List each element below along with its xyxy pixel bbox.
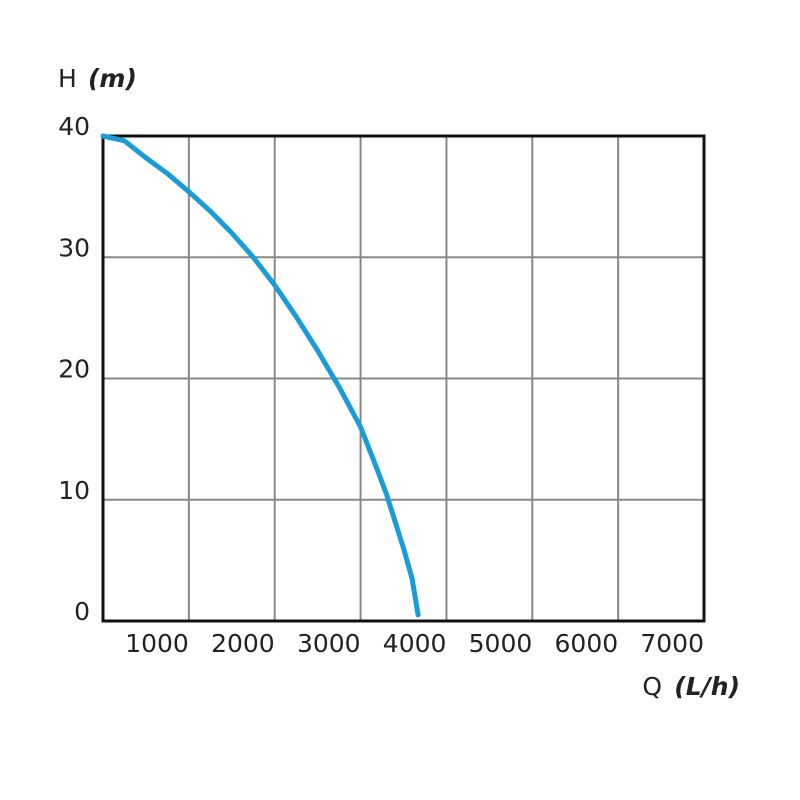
y-tick-label: 40: [58, 112, 90, 141]
x-axis-label: Q: [642, 672, 662, 701]
x-tick-label: 2000: [211, 629, 275, 658]
line: [100, 133, 421, 618]
plot-frame: [101, 134, 706, 623]
x-tick-label: 6000: [555, 629, 619, 658]
y-tick-label: 0: [74, 597, 90, 626]
x-tick-label: 1000: [125, 629, 189, 658]
x-tick-label: 3000: [297, 629, 361, 658]
y-axis-label: H: [58, 64, 77, 93]
y-tick-label: 20: [58, 355, 90, 384]
y-axis-unit: (m): [88, 64, 137, 93]
y-tick-label: 10: [58, 476, 90, 505]
x-tick-label: 7000: [640, 629, 704, 658]
x-tick-label: 4000: [383, 629, 447, 658]
y-tick-label: 30: [58, 233, 90, 262]
x-tick-label: 5000: [469, 629, 533, 658]
x-axis-unit: (L/h): [674, 672, 740, 701]
